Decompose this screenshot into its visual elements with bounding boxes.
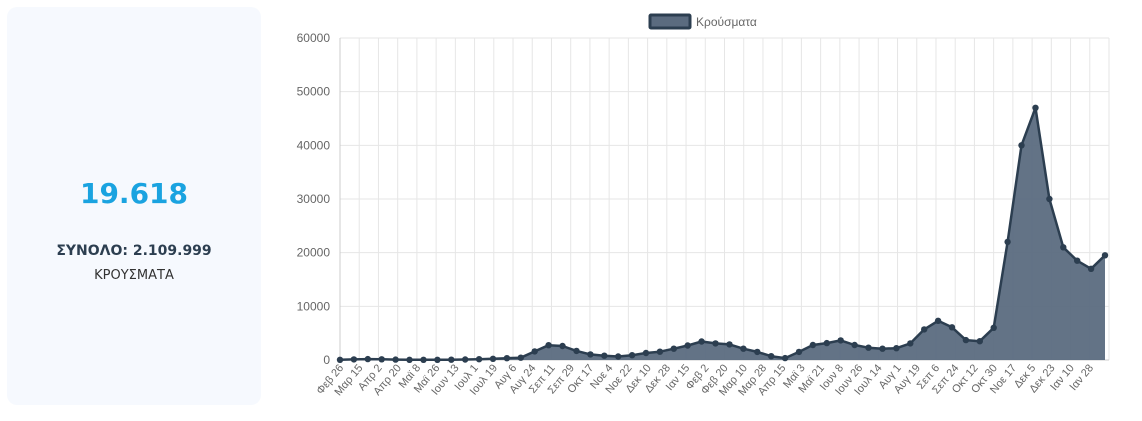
y-tick-label: 20000 <box>297 246 331 260</box>
y-tick-label: 10000 <box>297 299 331 313</box>
cases-chart-svg: 0 10000 20000 30000 40000 50000 60000 Φεβ 26Μα… <box>297 13 1110 398</box>
data-point <box>587 351 594 358</box>
y-tick-label: 60000 <box>297 31 331 45</box>
data-point <box>712 340 719 347</box>
data-point <box>475 356 483 363</box>
data-point <box>809 341 817 349</box>
data-point <box>962 336 970 344</box>
data-point <box>754 348 761 356</box>
data-point <box>615 353 622 360</box>
y-tick-label: 50000 <box>297 85 331 99</box>
data-point <box>865 344 872 351</box>
y-tick-label: 30000 <box>297 192 331 206</box>
data-point <box>406 356 413 363</box>
data-point <box>1046 195 1053 203</box>
y-axis: 0 10000 20000 30000 40000 50000 60000 <box>297 31 341 367</box>
data-point <box>1018 142 1025 149</box>
data-point <box>1004 238 1011 246</box>
legend-label[interactable]: Κρούσματα <box>696 15 757 29</box>
data-point <box>1074 257 1081 264</box>
data-point <box>907 340 914 347</box>
data-point <box>698 338 705 345</box>
data-point <box>781 354 789 362</box>
data-point <box>768 353 775 360</box>
y-tick-label: 40000 <box>297 138 331 152</box>
data-point <box>420 356 427 363</box>
data-point <box>726 341 733 348</box>
data-point <box>670 345 677 352</box>
data-point <box>990 324 997 331</box>
data-point <box>364 355 371 363</box>
data-point <box>976 338 983 345</box>
data-point <box>740 345 747 352</box>
data-point <box>893 345 900 352</box>
legend-swatch[interactable] <box>648 13 692 30</box>
metric-label: ΚΡΟΥΣΜΑΤΑ <box>94 268 174 283</box>
data-point <box>628 352 636 359</box>
data-point <box>1060 244 1067 251</box>
data-point <box>1032 104 1039 112</box>
summary-card: 19.618 ΣΥΝΟΛΟ: 2.109.999 ΚΡΟΥΣΜΑΤΑ <box>7 7 261 405</box>
data-point <box>851 341 858 349</box>
data-point <box>656 348 664 355</box>
data-point <box>350 356 358 363</box>
data-point <box>336 356 344 363</box>
data-point <box>642 349 650 357</box>
data-point <box>823 339 830 347</box>
cases-chart: 0 10000 20000 30000 40000 50000 60000 Φεβ 26 Μα… <box>280 0 1142 416</box>
data-point <box>559 342 566 350</box>
chart-legend[interactable]: Κρούσματα <box>648 13 757 30</box>
data-point <box>489 355 497 362</box>
data-point <box>879 345 886 352</box>
data-point <box>1087 265 1095 272</box>
data-point <box>517 354 524 361</box>
data-point <box>462 356 469 363</box>
data-point <box>1101 252 1109 259</box>
total-cases-label: ΣΥΝΟΛΟ: 2.109.999 <box>56 243 212 259</box>
data-point <box>795 348 803 356</box>
data-point <box>434 356 441 363</box>
data-point <box>601 352 608 359</box>
data-point <box>948 324 956 331</box>
latest-cases-value: 19.618 <box>79 177 189 210</box>
series-area <box>340 107 1105 360</box>
data-point <box>448 356 455 363</box>
series-layer <box>336 104 1109 363</box>
data-point <box>378 356 385 363</box>
chart-grid <box>339 37 1110 361</box>
data-point <box>921 326 928 333</box>
y-tick-label: 0 <box>323 353 330 367</box>
data-point <box>837 337 844 344</box>
data-point <box>392 356 399 363</box>
data-point <box>531 348 538 355</box>
data-point <box>503 355 511 362</box>
data-point <box>573 347 580 355</box>
data-point <box>934 317 942 324</box>
data-point <box>684 342 691 349</box>
data-point <box>545 342 552 349</box>
